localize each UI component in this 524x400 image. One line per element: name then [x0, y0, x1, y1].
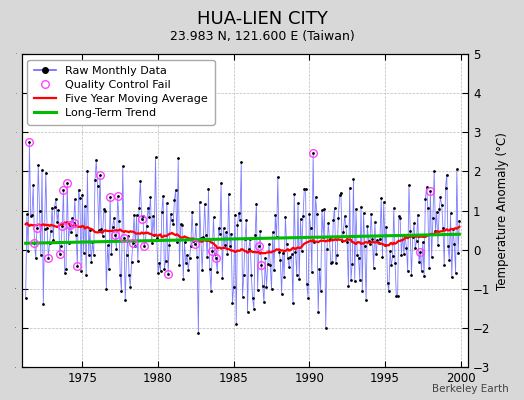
Text: 23.983 N, 121.600 E (Taiwan): 23.983 N, 121.600 E (Taiwan) [170, 30, 354, 43]
Y-axis label: Temperature Anomaly (°C): Temperature Anomaly (°C) [496, 132, 509, 290]
Legend: Raw Monthly Data, Quality Control Fail, Five Year Moving Average, Long-Term Tren: Raw Monthly Data, Quality Control Fail, … [27, 60, 215, 124]
Text: Berkeley Earth: Berkeley Earth [432, 384, 508, 394]
Text: HUA-LIEN CITY: HUA-LIEN CITY [196, 10, 328, 28]
